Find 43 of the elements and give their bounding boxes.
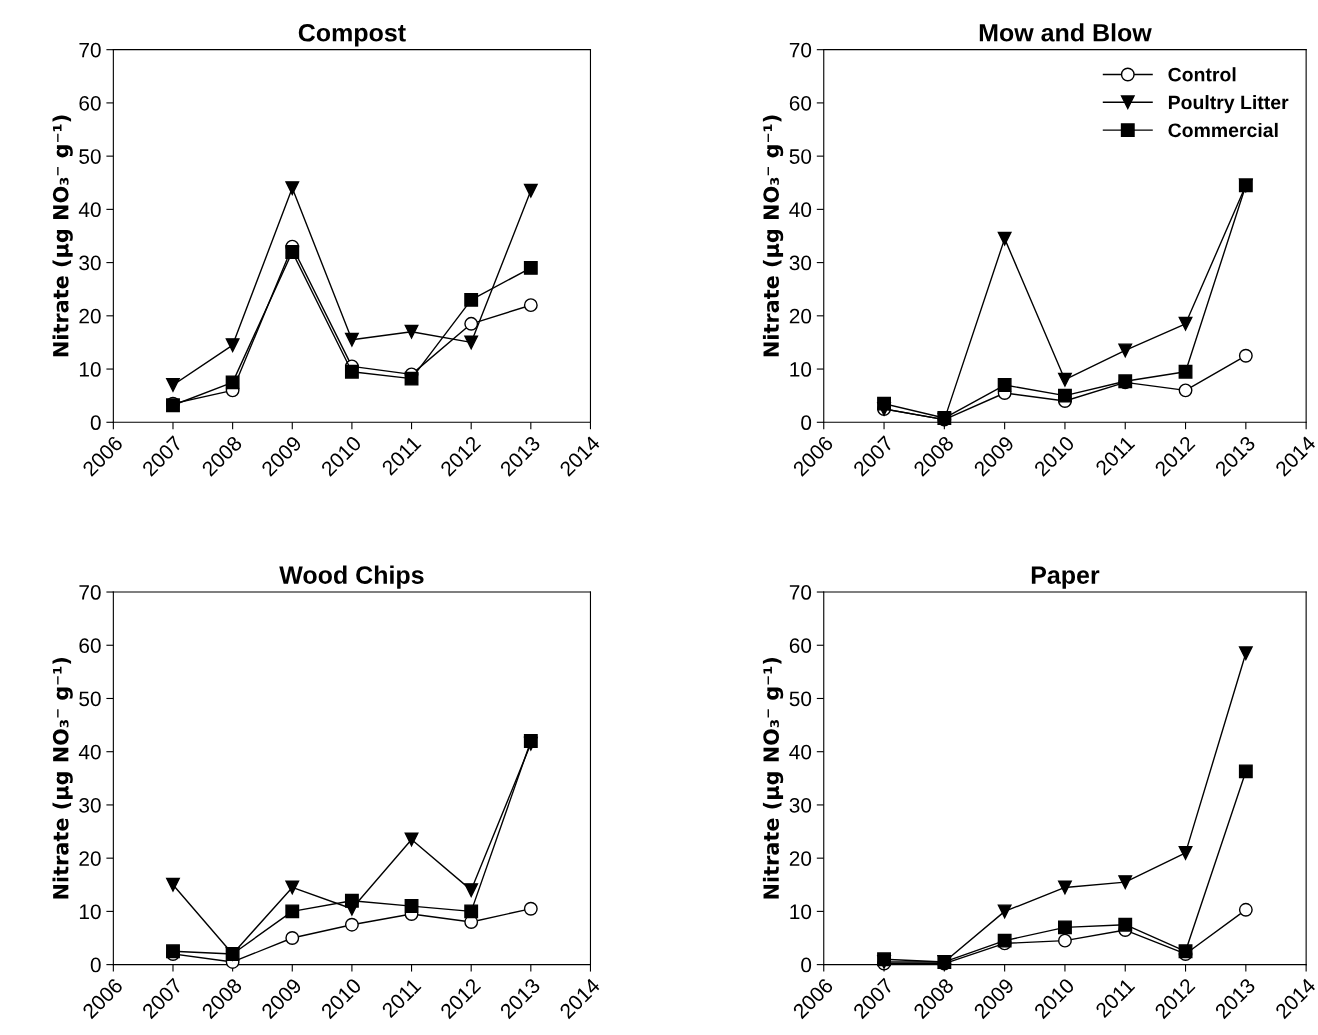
- chart-title: Wood Chips: [279, 565, 424, 589]
- y-tick-label: 0: [90, 957, 101, 973]
- y-tick-label: 30: [789, 255, 812, 271]
- y-tick-label: 30: [789, 797, 812, 813]
- y-tick-label: 20: [79, 308, 101, 324]
- y-axis-title: Nitrate (µg NO₃⁻ g⁻¹): [52, 657, 73, 899]
- y-tick-label: 10: [790, 904, 812, 920]
- y-tick-label: 40: [789, 744, 812, 760]
- y-tick-label: 60: [789, 638, 812, 653]
- y-tick-label: 70: [789, 42, 812, 58]
- y-tick-label: 40: [78, 744, 101, 760]
- y-axis-title: Nitrate (µg NO₃⁻ g⁻¹): [762, 657, 784, 899]
- y-tick-label: 40: [78, 202, 101, 218]
- y-tick-label: 60: [79, 638, 101, 653]
- y-tick-label: 70: [79, 42, 101, 58]
- legend-label: Commercial: [1168, 122, 1278, 138]
- y-tick-label: 20: [789, 851, 812, 866]
- y-axis-title: Nitrate (µg NO₃⁻ g⁻¹): [762, 115, 784, 357]
- y-tick-label: 10: [79, 904, 101, 920]
- y-tick-label: 70: [79, 585, 101, 600]
- y-tick-label: 30: [79, 255, 101, 271]
- y-tick-label: 60: [789, 95, 812, 111]
- y-tick-label: 10: [790, 362, 812, 377]
- chart-title: Paper: [1031, 566, 1100, 589]
- y-axis-title: Nitrate (µg NO₃⁻ g⁻¹): [52, 115, 73, 357]
- y-tick-label: 50: [789, 149, 812, 164]
- y-tick-label: 70: [789, 585, 812, 600]
- chart-title: Mow and Blow: [979, 23, 1152, 42]
- y-tick-label: 50: [79, 691, 101, 707]
- y-tick-label: 20: [79, 851, 101, 866]
- y-tick-label: 0: [801, 957, 812, 973]
- y-tick-label: 0: [90, 415, 101, 431]
- y-tick-label: 20: [789, 308, 812, 324]
- legend-label: Poultry Litter: [1168, 95, 1289, 114]
- chart-title: Compost: [298, 23, 406, 47]
- y-tick-label: 40: [789, 202, 812, 218]
- y-tick-label: 50: [789, 691, 812, 707]
- legend-label: Control: [1168, 67, 1236, 82]
- y-tick-label: 10: [79, 362, 101, 377]
- y-tick-label: 50: [79, 149, 101, 164]
- y-tick-label: 0: [801, 415, 812, 431]
- y-tick-label: 30: [79, 797, 101, 813]
- y-tick-label: 60: [79, 95, 101, 111]
